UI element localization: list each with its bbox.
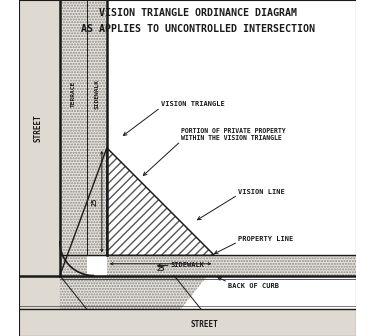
Polygon shape [107, 148, 214, 255]
Polygon shape [60, 0, 87, 276]
Polygon shape [87, 0, 107, 255]
Text: 25: 25 [92, 197, 98, 206]
Polygon shape [20, 309, 355, 336]
Text: VISION TRIANGLE ORDINANCE DIAGRAM: VISION TRIANGLE ORDINANCE DIAGRAM [99, 8, 297, 18]
Polygon shape [60, 148, 107, 276]
Text: STREET: STREET [190, 320, 218, 329]
Text: SIDEWALK: SIDEWALK [94, 79, 99, 109]
Text: TERRACE: TERRACE [71, 81, 76, 107]
Polygon shape [60, 276, 107, 309]
Text: STREET: STREET [33, 114, 42, 141]
Text: PROPERTY LINE: PROPERTY LINE [238, 236, 293, 242]
Text: VISION LINE: VISION LINE [238, 188, 285, 195]
Text: 25: 25 [156, 266, 165, 272]
Text: BACK OF CURB: BACK OF CURB [228, 283, 279, 289]
Polygon shape [107, 255, 356, 276]
Polygon shape [20, 0, 60, 336]
Text: AS APPLIES TO UNCONTROLLED INTERSECTION: AS APPLIES TO UNCONTROLLED INTERSECTION [81, 24, 315, 34]
Polygon shape [60, 276, 208, 309]
Text: PORTION OF PRIVATE PROPERTY
WITHIN THE VISION TRIANGLE: PORTION OF PRIVATE PROPERTY WITHIN THE V… [181, 128, 285, 141]
Polygon shape [60, 0, 87, 255]
Text: VISION TRIANGLE: VISION TRIANGLE [160, 101, 224, 107]
Text: SIDEWALK: SIDEWALK [171, 262, 205, 268]
